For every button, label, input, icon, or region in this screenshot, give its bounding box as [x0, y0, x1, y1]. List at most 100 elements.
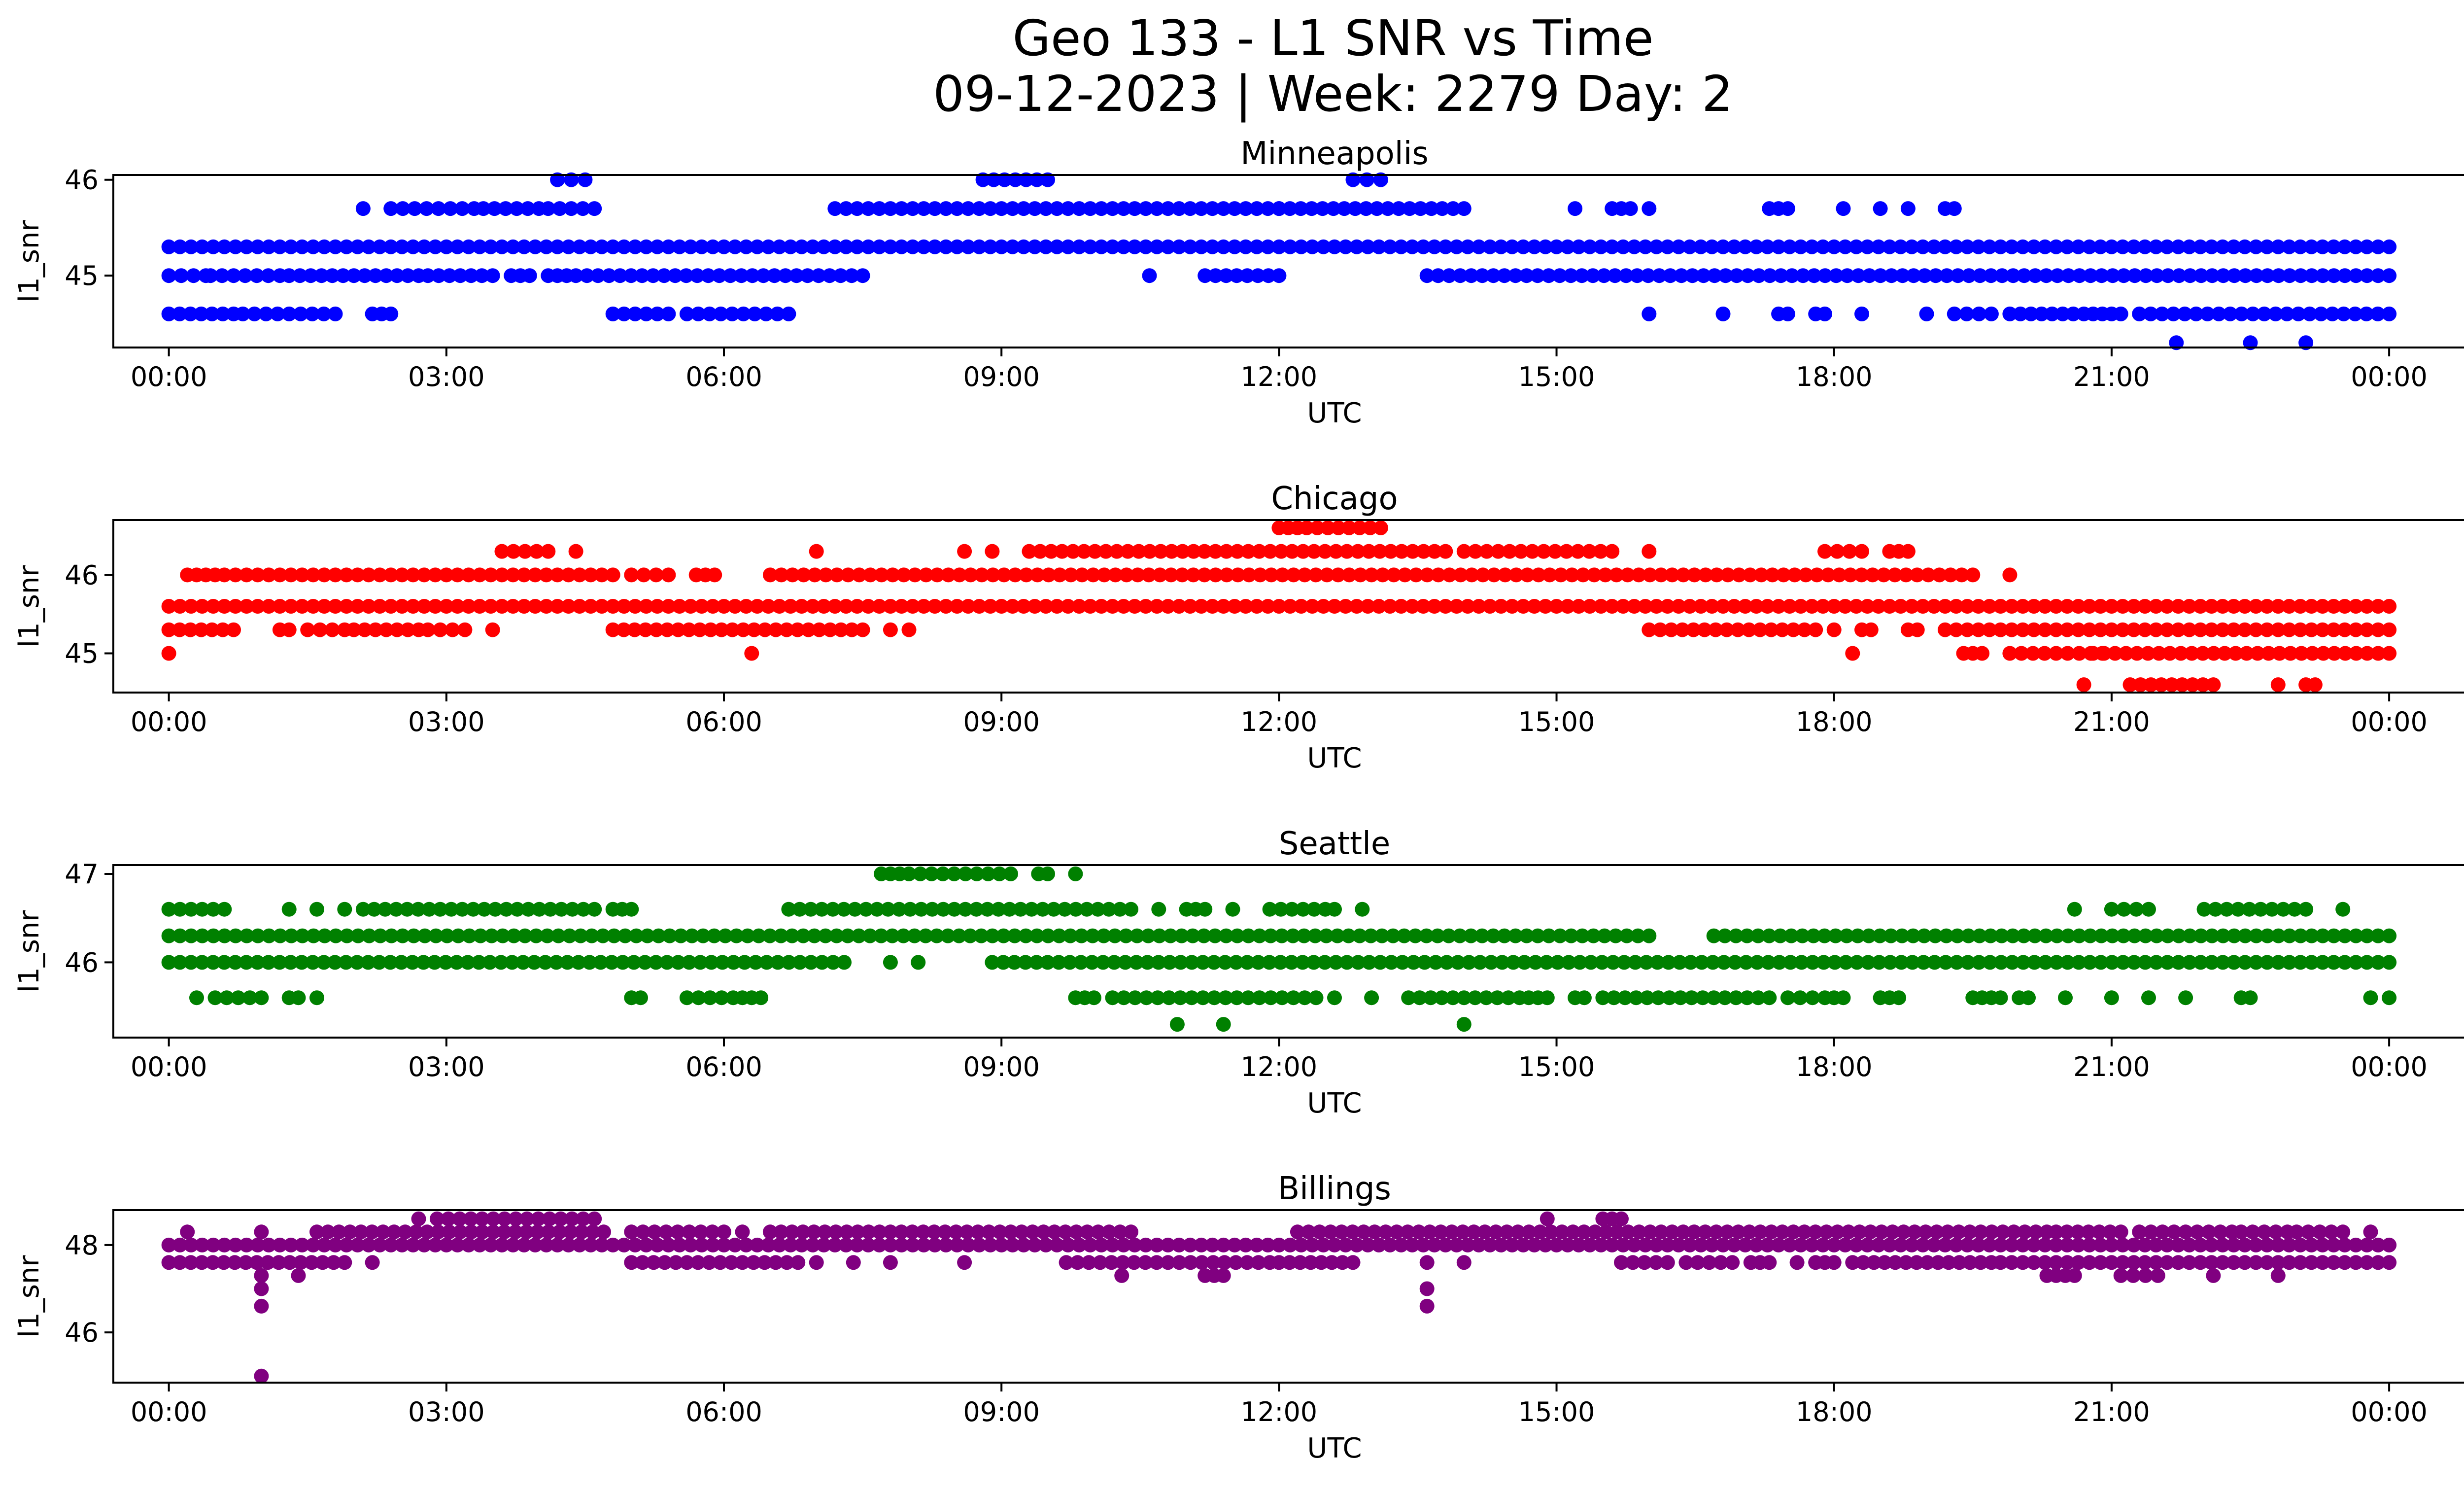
data-point [1845, 1255, 1860, 1270]
data-point [1910, 567, 1925, 583]
data-point [803, 955, 819, 970]
data-point [869, 902, 885, 917]
data-point [1949, 955, 1964, 970]
data-point [658, 1224, 674, 1240]
data-point [463, 268, 479, 283]
data-point [2204, 928, 2220, 943]
data-point [1441, 928, 1456, 943]
data-point [1316, 239, 1331, 254]
data-point [646, 1255, 661, 1270]
data-point [317, 239, 332, 254]
data-point [1271, 201, 1287, 216]
data-point [1312, 1224, 1327, 1240]
data-point [1743, 567, 1758, 583]
data-point [1138, 201, 1153, 216]
data-point [1828, 928, 1843, 943]
data-point [161, 268, 176, 283]
data-point [1947, 306, 1962, 321]
data-point [1582, 1237, 1598, 1252]
data-point [2304, 268, 2319, 283]
data-point [1582, 239, 1598, 254]
data-point [2271, 268, 2286, 283]
data-point [1094, 599, 1109, 614]
data-point [1690, 1255, 1705, 1270]
data-point [1720, 567, 1736, 583]
data-point [2115, 1255, 2130, 1270]
data-point [405, 955, 420, 970]
data-point [1954, 567, 1969, 583]
data-point [1483, 955, 1499, 970]
data-point [2127, 928, 2142, 943]
data-point [2038, 955, 2053, 970]
data-point [1297, 928, 1312, 943]
data-point [1638, 239, 1653, 254]
data-point [1683, 955, 1698, 970]
data-point [1982, 599, 1997, 614]
data-point [1341, 928, 1356, 943]
data-point [550, 1237, 565, 1252]
data-point [1431, 268, 1446, 283]
data-point [679, 306, 694, 321]
data-point [2171, 268, 2187, 283]
data-point [1352, 928, 1368, 943]
data-point [672, 599, 687, 614]
data-point [640, 928, 655, 943]
data-point [1609, 567, 1624, 583]
data-point [411, 902, 426, 917]
data-point [472, 599, 487, 614]
data-point [1271, 599, 1287, 614]
data-point [1854, 306, 1869, 321]
data-point [772, 599, 787, 614]
data-point [2028, 268, 2043, 283]
data-point [770, 955, 786, 970]
data-point [1138, 599, 1153, 614]
data-point [1468, 990, 1483, 1006]
data-point [1810, 567, 1824, 583]
data-point [2193, 955, 2208, 970]
data-point [445, 622, 460, 637]
data-point [1038, 201, 1054, 216]
data-point [1750, 990, 1766, 1006]
data-point [2293, 268, 2308, 283]
data-point [2215, 622, 2230, 637]
data-point [1353, 567, 1368, 583]
data-point [2193, 1237, 2208, 1252]
data-point [2143, 1224, 2158, 1240]
data-point [1040, 866, 1055, 881]
data-point [2205, 268, 2220, 283]
data-point [1286, 567, 1301, 583]
data-point [2316, 646, 2331, 661]
data-point [309, 902, 324, 917]
data-point [2182, 599, 2197, 614]
data-point [195, 955, 209, 970]
data-point [2115, 622, 2130, 637]
data-point [1128, 990, 1143, 1006]
data-point [1586, 928, 1601, 943]
data-point [2082, 955, 2097, 970]
data-point [1559, 544, 1574, 559]
data-point [361, 1237, 376, 1252]
data-point [981, 866, 996, 881]
data-point [629, 928, 644, 943]
data-point [672, 239, 687, 254]
data-point [850, 1237, 865, 1252]
data-point [281, 622, 297, 637]
data-point [1713, 1255, 1728, 1270]
data-point [1304, 599, 1320, 614]
data-point [1439, 955, 1454, 970]
data-point [568, 544, 583, 559]
data-point [1474, 928, 1490, 943]
data-point [304, 1255, 319, 1270]
data-point [785, 928, 800, 943]
data-point [1112, 902, 1128, 917]
data-point [1016, 239, 1031, 254]
data-point [1950, 928, 1965, 943]
data-point [1780, 201, 1795, 216]
data-point [1728, 928, 1744, 943]
data-point [1704, 239, 1719, 254]
data-point [2107, 646, 2122, 661]
data-point [172, 599, 188, 614]
data-point [1057, 902, 1072, 917]
data-point [1497, 268, 1512, 283]
